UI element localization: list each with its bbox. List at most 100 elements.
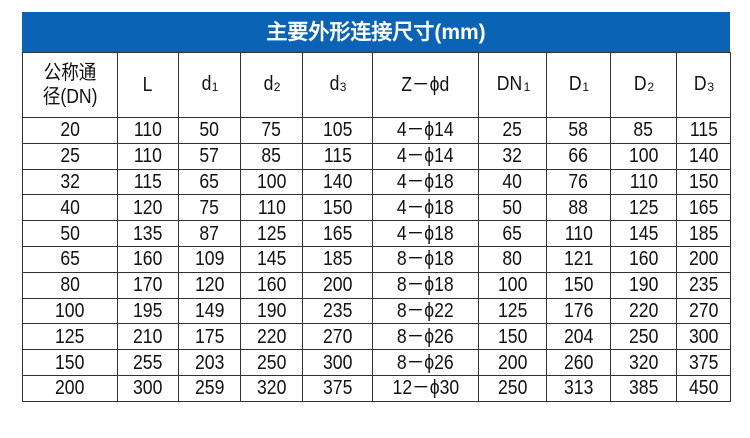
cell-value: 140 [688, 145, 719, 168]
cell-value: 75 [199, 196, 220, 219]
table-cell: 250 [240, 349, 303, 376]
cell-value: 320 [256, 377, 287, 400]
header-subscript: 1 [523, 80, 531, 94]
cell-value: 25 [502, 119, 523, 142]
table-cell: 25 [478, 117, 547, 144]
header-label: D [693, 73, 707, 95]
cell-value: 135 [133, 222, 163, 245]
table-cell: 190 [610, 271, 677, 299]
cell-value: 115 [323, 145, 352, 168]
header-label: DN [496, 73, 522, 95]
cell-value: 125 [256, 222, 287, 245]
header-subscript: 1 [582, 80, 590, 94]
table-cell: 165 [302, 220, 373, 247]
table-cell: 87 [178, 220, 241, 247]
header-subscript: 3 [707, 80, 715, 94]
table-cell: 65 [178, 168, 241, 196]
cell-value: 235 [688, 274, 719, 297]
cell-value: 40 [502, 170, 523, 193]
cell-value: 8－ϕ18 [397, 274, 454, 297]
cell-value: 100 [497, 274, 528, 297]
cell-value: 105 [322, 119, 353, 142]
table-cell: 300 [302, 349, 373, 376]
header-cell: L [117, 52, 179, 118]
cell-value: 110 [133, 145, 163, 168]
table-cell: 40 [22, 194, 118, 222]
table-cell: 175 [178, 323, 241, 351]
table-cell: 65 [22, 245, 118, 273]
cell-value: 125 [628, 196, 659, 219]
cell-value: 160 [628, 248, 659, 271]
table-cell: 50 [478, 194, 547, 222]
cell-value: 313 [563, 377, 594, 400]
cell-value: 235 [322, 299, 353, 322]
header-subscript: 1 [211, 80, 219, 94]
table-cell: 85 [240, 142, 303, 170]
table-cell: 125 [240, 220, 303, 247]
table-cell: 385 [610, 374, 677, 402]
table-cell: 200 [22, 374, 118, 402]
header-cell: Z－ϕd [372, 52, 479, 118]
cell-value: 375 [322, 377, 353, 400]
table-cell: 75 [240, 117, 303, 144]
table-cell: 270 [676, 297, 731, 325]
table-cell: 185 [676, 220, 731, 247]
cell-value: 125 [497, 299, 528, 322]
table-cell: 259 [178, 374, 241, 402]
cell-value: 66 [568, 145, 589, 168]
cell-value: 145 [256, 248, 287, 271]
table-cell: 80 [22, 271, 118, 299]
cell-value: 210 [133, 325, 163, 348]
header-label: d [263, 73, 274, 95]
cell-value: 250 [256, 351, 287, 374]
table-cell: 300 [676, 323, 731, 351]
header-cell: d3 [302, 52, 373, 118]
table-cell: 4－ϕ18 [372, 220, 479, 247]
cell-value: 87 [199, 222, 220, 245]
header-cell: D1 [546, 52, 611, 118]
header-label: L [143, 74, 153, 96]
cell-value: 200 [688, 248, 719, 271]
cell-value: 100 [628, 145, 659, 168]
header-label: D [633, 73, 647, 95]
table-row: 200 300 259 320 375 12－ϕ30 250 313 385 450 [22, 374, 731, 402]
table-cell: 320 [610, 349, 677, 376]
cell-value: 20 [60, 119, 80, 142]
cell-value: 65 [502, 222, 523, 245]
table-cell: 135 [117, 220, 179, 247]
cell-value: 204 [563, 325, 594, 348]
table-row: 40 120 75 110 150 4－ϕ18 50 88 125 165 [22, 194, 731, 222]
table-row: 50 135 87 125 165 4－ϕ18 65 110 145 185 [22, 220, 731, 247]
cell-value: 85 [633, 119, 654, 142]
header-label: d [329, 73, 340, 95]
table-cell: 170 [117, 271, 179, 299]
table-cell: 110 [117, 117, 179, 144]
cell-value: 65 [60, 248, 80, 271]
cell-value: 176 [563, 299, 594, 322]
cell-value: 145 [628, 222, 659, 245]
cell-value: 109 [194, 248, 225, 271]
table-row: 100 195 149 190 235 8－ϕ22 125 176 220 270 [22, 297, 731, 325]
table-cell: 210 [117, 323, 179, 351]
cell-value: 200 [55, 377, 85, 400]
table-cell: 125 [610, 194, 677, 222]
cell-value: 121 [563, 248, 594, 271]
header-dn-line1: 公称通 [43, 62, 97, 84]
cell-value: 32 [60, 170, 80, 193]
table-cell: 4－ϕ14 [372, 117, 479, 144]
table-cell: 109 [178, 245, 241, 273]
cell-value: 8－ϕ18 [397, 248, 454, 271]
header-dn-line2: 径(DN) [42, 86, 98, 108]
table-cell: 160 [610, 245, 677, 273]
cell-value: 185 [688, 222, 719, 245]
cell-value: 190 [256, 299, 287, 322]
cell-value: 4－ϕ18 [397, 222, 454, 245]
cell-value: 200 [322, 274, 353, 297]
table-cell: 145 [610, 220, 677, 247]
cell-value: 76 [568, 170, 589, 193]
table-cell: 220 [240, 323, 303, 351]
cell-value: 32 [502, 145, 523, 168]
cell-value: 150 [688, 170, 719, 193]
table-cell: 176 [546, 297, 611, 325]
